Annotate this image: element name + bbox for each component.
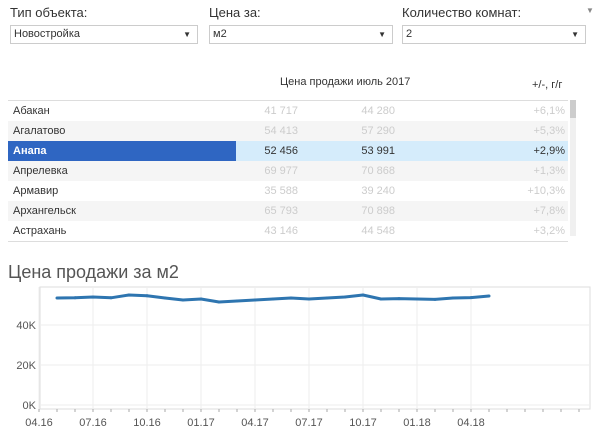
data-point[interactable]	[451, 296, 455, 300]
data-point[interactable]	[379, 297, 383, 301]
data-point[interactable]	[343, 295, 347, 299]
cell-city: Абакан	[13, 105, 50, 117]
filter-label: Цена за:	[209, 5, 261, 20]
cell-city: Астрахань	[13, 225, 67, 237]
data-point[interactable]	[91, 295, 95, 299]
data-point[interactable]	[235, 299, 239, 303]
cell-pct: +6,1%	[533, 105, 566, 117]
x-tick-label: 01.17	[187, 417, 215, 429]
data-point[interactable]	[217, 300, 221, 304]
cell-pct: +10,3%	[527, 185, 565, 197]
object-type-select[interactable]: Новостройка ▼	[10, 25, 198, 44]
data-point[interactable]	[397, 297, 401, 301]
data-point[interactable]	[415, 297, 419, 301]
data-point[interactable]	[433, 297, 437, 301]
city-table: Абакан 41 717 44 280 +6,1% Агалатово 54 413 57…	[8, 100, 568, 242]
filter-menu-icon[interactable]: ▼	[586, 6, 594, 15]
filter-label: Количество комнат:	[402, 5, 522, 20]
cell-v1: 69 977	[264, 165, 298, 177]
select-value: м2	[213, 28, 227, 40]
data-point[interactable]	[145, 294, 149, 298]
price-per-select[interactable]: м2 ▼	[209, 25, 393, 44]
cell-pct: +7,8%	[533, 205, 566, 217]
cell-pct: +1,3%	[533, 165, 566, 177]
y-tick-label: 20K	[16, 360, 36, 372]
cell-v1: 41 717	[264, 105, 298, 117]
cell-v1: 52 456	[264, 145, 298, 157]
price-line-chart: 0K 20K 40K 04.16 07.16 10.16 01.17 04.17 07.17 10…	[16, 286, 591, 429]
cell-city: Архангельск	[13, 205, 76, 217]
data-point[interactable]	[199, 297, 203, 301]
chart-title: Цена продажи за м2	[8, 262, 179, 282]
cell-pct: +5,3%	[533, 125, 566, 137]
x-tick-label: 04.17	[241, 417, 269, 429]
table-row[interactable]: Армавир 35 588 39 240 +10,3%	[8, 181, 568, 201]
cell-v1: 43 146	[264, 225, 298, 237]
table-row[interactable]: Астрахань 43 146 44 548 +3,2%	[8, 221, 568, 241]
cell-v1: 54 413	[264, 125, 298, 137]
x-tick-label: 10.16	[133, 417, 161, 429]
dropdown-arrow-icon: ▼	[571, 30, 579, 39]
data-point[interactable]	[361, 293, 365, 297]
table-scrollbar[interactable]	[570, 100, 576, 236]
data-point[interactable]	[469, 296, 473, 300]
x-tick-label: 01.18	[403, 417, 431, 429]
price-column-header: Цена продажи июль 2017	[280, 76, 411, 88]
data-point[interactable]	[73, 296, 77, 300]
x-tick-label: 07.16	[79, 417, 107, 429]
select-value: Новостройка	[14, 28, 80, 40]
data-point[interactable]	[325, 296, 329, 300]
data-point[interactable]	[253, 298, 257, 302]
cell-v1: 35 588	[264, 185, 298, 197]
plot-area	[39, 286, 591, 410]
cell-v2: 57 290	[361, 125, 395, 137]
data-point[interactable]	[163, 296, 167, 300]
filter-price-per: Цена за: м2 ▼	[209, 4, 393, 44]
cell-v2: 70 868	[361, 165, 395, 177]
rooms-select[interactable]: 2 ▼	[402, 25, 586, 44]
change-column-header: +/-, г/г	[532, 79, 563, 91]
cell-city: Агалатово	[13, 125, 66, 137]
filter-label: Тип объекта:	[10, 5, 88, 20]
data-point[interactable]	[487, 294, 491, 298]
cell-v1: 65 793	[264, 205, 298, 217]
dropdown-arrow-icon: ▼	[183, 30, 191, 39]
table-row[interactable]: Анапа 52 456 53 991 +2,9%	[8, 141, 568, 161]
cell-city: Анапа	[8, 141, 236, 161]
x-tick-label: 10.17	[349, 417, 377, 429]
cell-v2: 44 548	[361, 225, 395, 237]
data-point[interactable]	[127, 293, 131, 297]
cell-v2: 70 898	[361, 205, 395, 217]
cell-v2: 39 240	[361, 185, 395, 197]
data-point[interactable]	[289, 296, 293, 300]
y-tick-label: 40K	[16, 320, 36, 332]
x-tick-label: 07.17	[295, 417, 323, 429]
data-point[interactable]	[271, 297, 275, 301]
data-point[interactable]	[55, 296, 59, 300]
data-point[interactable]	[109, 296, 113, 300]
y-tick-label: 0K	[23, 400, 37, 412]
filter-rooms: Количество комнат: 2 ▼	[402, 4, 586, 44]
table-row[interactable]: Апрелевка 69 977 70 868 +1,3%	[8, 161, 568, 181]
table-row[interactable]: Абакан 41 717 44 280 +6,1%	[8, 101, 568, 121]
cell-pct: +3,2%	[533, 225, 566, 237]
data-point[interactable]	[307, 297, 311, 301]
cell-city: Армавир	[13, 185, 59, 197]
x-tick-label: 04.18	[457, 417, 485, 429]
cell-v2: 44 280	[361, 105, 395, 117]
table-row[interactable]: Архангельск 65 793 70 898 +7,8%	[8, 201, 568, 221]
select-value: 2	[406, 28, 413, 40]
cell-city: Апрелевка	[13, 165, 68, 177]
filter-object-type: Тип объекта: Новостройка ▼	[10, 4, 198, 44]
scrollbar-thumb[interactable]	[570, 100, 576, 118]
cell-pct: +2,9%	[533, 145, 566, 157]
x-tick-label: 04.16	[25, 417, 53, 429]
dropdown-arrow-icon: ▼	[378, 30, 386, 39]
cell-v2: 53 991	[361, 145, 395, 157]
table-row[interactable]: Агалатово 54 413 57 290 +5,3%	[8, 121, 568, 141]
data-point[interactable]	[181, 298, 185, 302]
